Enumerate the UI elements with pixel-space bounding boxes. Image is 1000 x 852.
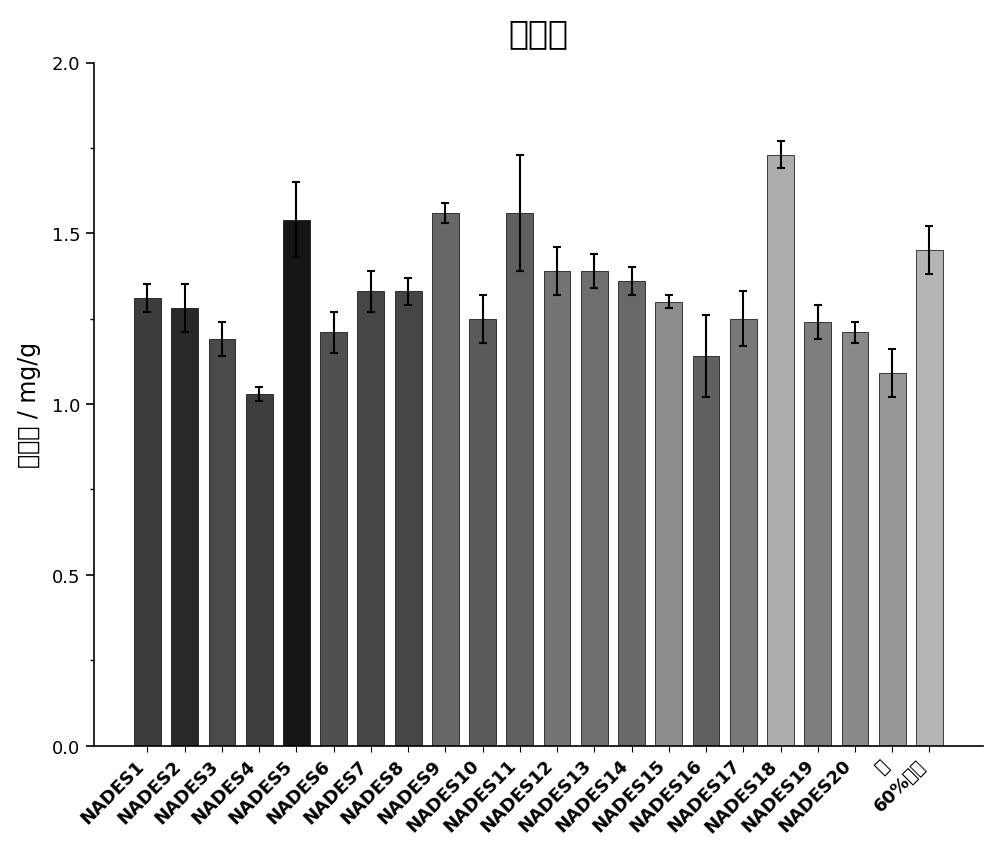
Bar (283, 221, 310, 746)
Bar (842, 333, 868, 746)
Bar (246, 394, 273, 746)
Bar (357, 292, 384, 746)
Title: 牛荆苷: 牛荆苷 (508, 17, 568, 49)
Bar (730, 320, 757, 746)
Bar (581, 272, 608, 746)
Bar (506, 214, 533, 746)
Bar (134, 299, 161, 746)
Bar (693, 357, 719, 746)
Bar (879, 374, 906, 746)
Bar (320, 333, 347, 746)
Bar (655, 302, 682, 746)
Bar (171, 309, 198, 746)
Bar (804, 323, 831, 746)
Bar (916, 251, 943, 746)
Bar (767, 156, 794, 746)
Bar (209, 340, 235, 746)
Bar (432, 214, 459, 746)
Bar (469, 320, 496, 746)
Bar (618, 282, 645, 746)
Bar (395, 292, 422, 746)
Y-axis label: 提取率 / mg/g: 提取率 / mg/g (17, 342, 41, 468)
Bar (544, 272, 570, 746)
